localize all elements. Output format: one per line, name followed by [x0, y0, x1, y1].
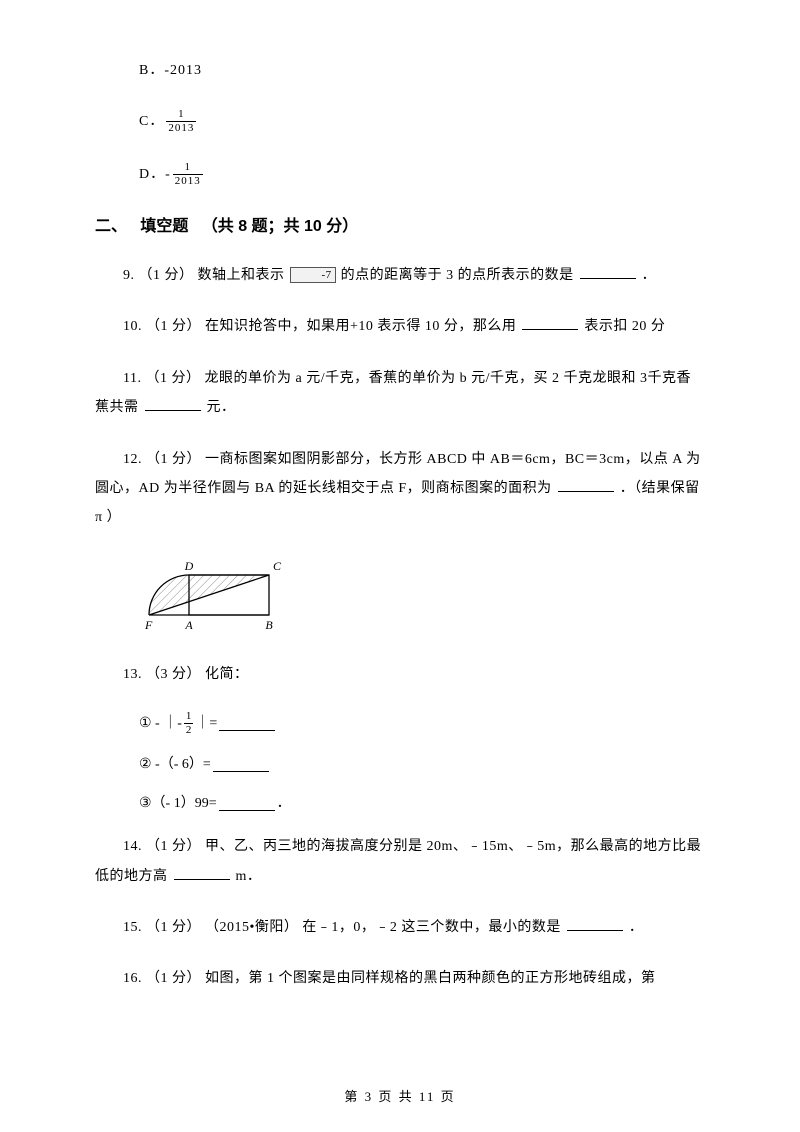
section-info: （共 8 题；共 10 分）: [202, 218, 358, 235]
fraction-denominator: 2: [184, 723, 194, 736]
option-sep: ．: [149, 111, 164, 132]
question-text: 化简：: [205, 667, 249, 682]
fraction-denominator: 2013: [173, 174, 203, 187]
option-letter: B: [139, 60, 149, 81]
geometry-figure-icon: D C F A B: [139, 555, 307, 635]
option-value: -2013: [164, 60, 202, 81]
fill-blank[interactable]: [558, 478, 614, 492]
sub-text: ．: [277, 793, 291, 814]
fraction-denominator: 2013: [166, 121, 196, 134]
q13-sub3: ③（- 1）99= ．: [139, 793, 705, 814]
question-number: 9.: [123, 268, 135, 283]
question-text: 元．: [207, 400, 236, 415]
fill-blank[interactable]: [213, 758, 269, 772]
q13-sub1: ① - ｜- 1 2 ｜=: [139, 711, 705, 736]
option-sep: ．: [149, 60, 164, 81]
question-text: 如图，第 1 个图案是由同样规格的黑白两种颜色的正方形地砖组成，第: [205, 971, 656, 986]
question-points: （1 分）: [146, 319, 201, 334]
option-d: D ． - 1 2013: [139, 162, 705, 187]
q13-sub2: ② -（- 6）=: [139, 754, 705, 775]
fraction-icon: 1 2013: [166, 109, 196, 134]
question-12: 12. （1 分） 一商标图案如图阴影部分，长方形 ABCD 中 AB＝6cm，…: [95, 445, 705, 533]
question-number: 10.: [123, 319, 142, 334]
option-b: B ． -2013: [139, 60, 705, 81]
question-9: 9. （1 分） 数轴上和表示 -7 的点的距离等于 3 的点所表示的数是 ．: [95, 261, 705, 290]
question-14: 14. （1 分） 甲、乙、丙三地的海拔高度分别是 20m、﹣15m、﹣5m，那…: [95, 832, 705, 891]
question-source: （2015•衡阳）: [205, 920, 298, 935]
question-text: 在﹣1，0，﹣2 这三个数中，最小的数是: [302, 920, 561, 935]
question-10: 10. （1 分） 在知识抢答中，如果用+10 表示得 10 分，那么用 表示扣…: [95, 312, 705, 341]
question-number: 14.: [123, 839, 146, 854]
page-footer: 第 3 页 共 11 页: [0, 1087, 800, 1107]
question-points: （1 分）: [145, 371, 200, 386]
fill-blank[interactable]: [580, 265, 636, 279]
fraction-icon: 1 2: [184, 711, 194, 736]
svg-text:B: B: [265, 618, 273, 632]
fill-blank[interactable]: [219, 797, 275, 811]
question-points: （3 分）: [146, 667, 201, 682]
question-text: 的点的距离等于 3 的点所表示的数是: [341, 268, 574, 283]
page-content: B ． -2013 C ． 1 2013 D ． - 1 2013 二、 填空题…: [0, 0, 800, 1034]
section-heading: 二、 填空题 （共 8 题；共 10 分）: [95, 215, 705, 239]
fill-blank[interactable]: [219, 717, 275, 731]
option-letter: C: [139, 111, 149, 132]
question-text: ．: [629, 920, 644, 935]
question-number: 11.: [123, 371, 145, 386]
section-name: 填空题: [140, 218, 188, 235]
option-sep: ．: [150, 164, 165, 185]
question-points: （1 分）: [146, 920, 201, 935]
question-number: 15.: [123, 920, 146, 935]
question-points: （1 分）: [146, 839, 201, 854]
option-letter: D: [139, 164, 150, 185]
question-number: 13.: [123, 667, 146, 682]
question-text: 数轴上和表示: [198, 268, 289, 283]
fill-blank[interactable]: [567, 917, 623, 931]
question-points: （1 分）: [146, 971, 201, 986]
question-13: 13. （3 分） 化简：: [95, 660, 705, 689]
question-text: ．: [642, 268, 657, 283]
question-15: 15. （1 分） （2015•衡阳） 在﹣1，0，﹣2 这三个数中，最小的数是…: [95, 913, 705, 942]
page-number: 第 3 页 共 11 页: [344, 1089, 455, 1104]
question-points: （1 分）: [146, 452, 201, 467]
fraction-numerator: 1: [176, 109, 187, 121]
question-text: 在知识抢答中，如果用+10 表示得 10 分，那么用: [205, 319, 516, 334]
svg-text:D: D: [184, 559, 194, 573]
question-11: 11. （1 分） 龙眼的单价为 a 元/千克，香蕉的单价为 b 元/千克，买 …: [95, 364, 705, 423]
fill-blank[interactable]: [174, 866, 230, 880]
sub-text: ① - ｜-: [139, 713, 182, 734]
svg-text:F: F: [144, 618, 153, 632]
question-16: 16. （1 分） 如图，第 1 个图案是由同样规格的黑白两种颜色的正方形地砖组…: [95, 964, 705, 993]
option-c: C ． 1 2013: [139, 109, 705, 134]
fill-blank[interactable]: [522, 316, 578, 330]
sub-text: ｜=: [195, 713, 217, 734]
boxed-value: -7: [290, 267, 336, 283]
sub-text: ③（- 1）99=: [139, 793, 217, 814]
fraction-numerator: 1: [183, 162, 194, 174]
negative-sign: -: [165, 164, 171, 185]
question-points: （1 分）: [139, 268, 194, 283]
fill-blank[interactable]: [145, 397, 201, 411]
svg-text:C: C: [273, 559, 282, 573]
fraction-numerator: 1: [184, 711, 194, 723]
fraction-icon: 1 2013: [173, 162, 203, 187]
question-number: 16.: [123, 971, 146, 986]
q12-diagram: D C F A B: [139, 555, 705, 642]
svg-text:A: A: [184, 618, 193, 632]
section-number: 二、: [95, 218, 127, 235]
sub-text: ② -（- 6）=: [139, 754, 211, 775]
question-number: 12.: [123, 452, 146, 467]
question-text: m．: [236, 869, 262, 884]
question-text: 表示扣 20 分: [584, 319, 665, 334]
